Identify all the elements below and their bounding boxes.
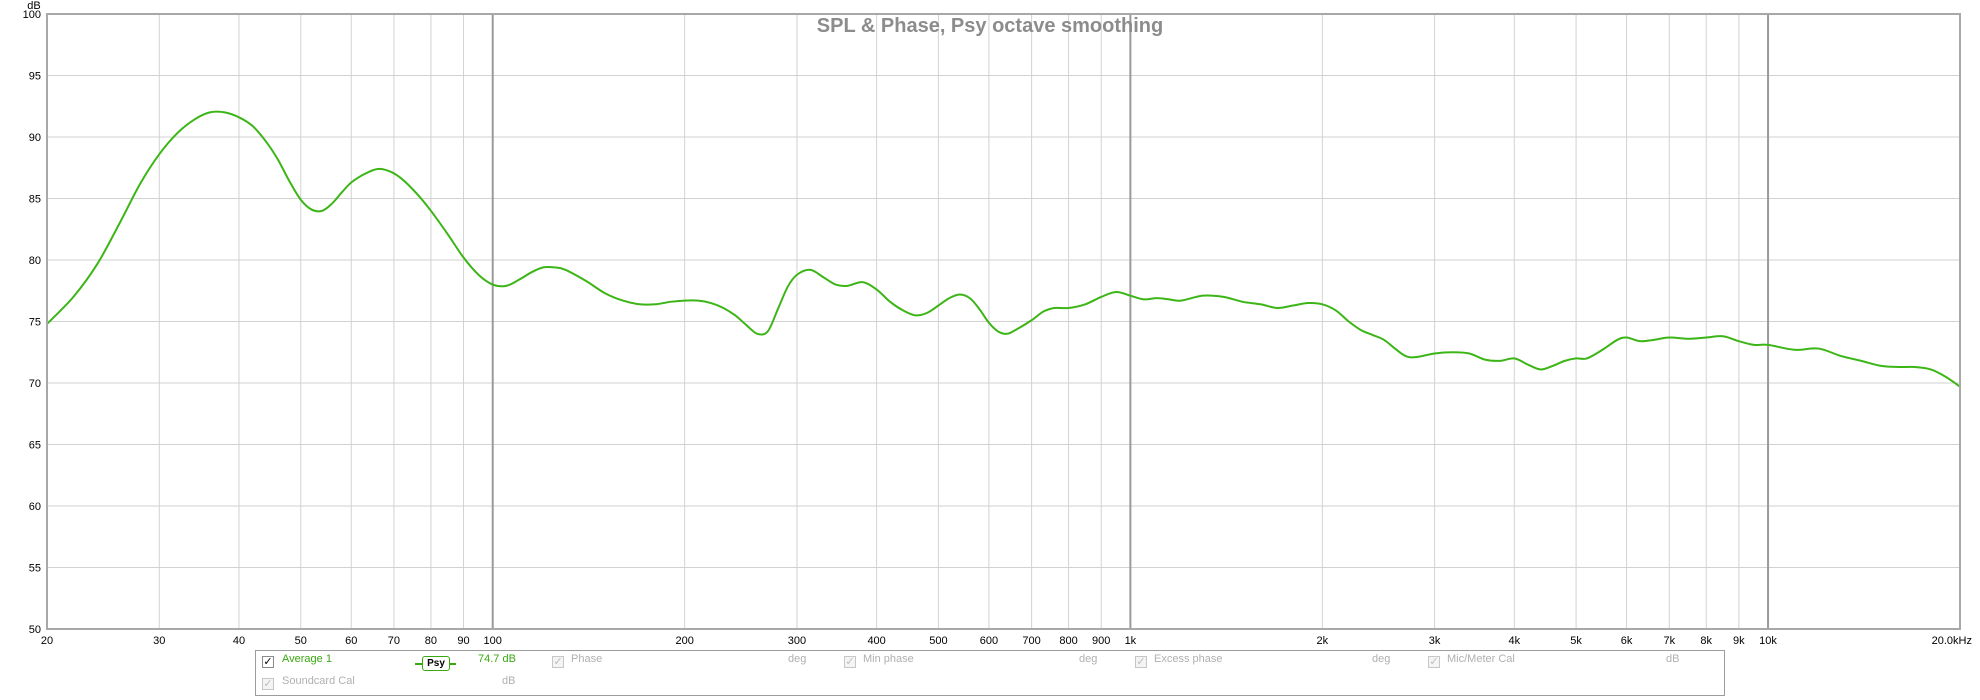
plot-frame — [46, 13, 1961, 630]
x-tick-label: 60 — [345, 635, 357, 647]
soundcard-cal-checkbox[interactable]: ✓ — [262, 678, 274, 690]
chart-grid — [46, 13, 1961, 630]
x-tick-label: 40 — [233, 635, 245, 647]
excess-phase-unit: deg — [1372, 653, 1391, 665]
legend-row-1: ✓ Average 1 Psy 74.7 dB ✓ Phase deg ✓ Mi… — [256, 653, 1724, 673]
x-tick-label: 80 — [425, 635, 437, 647]
min-phase-unit: deg — [1079, 653, 1098, 665]
y-tick-label: 50 — [29, 624, 41, 636]
min-phase-checkbox[interactable]: ✓ — [844, 656, 856, 668]
x-tick-label: 900 — [1092, 635, 1110, 647]
mic-meter-cal-checkbox[interactable]: ✓ — [1428, 656, 1440, 668]
y-tick-label: 60 — [29, 501, 41, 513]
soundcard-cal-label: Soundcard Cal — [282, 675, 355, 687]
y-tick-label: 70 — [29, 378, 41, 390]
mic-meter-cal-label: Mic/Meter Cal — [1447, 653, 1515, 665]
average-1-value: 74.7 dB — [478, 653, 516, 665]
x-tick-label: 20.0kHz — [1932, 635, 1972, 647]
x-tick-label: 50 — [295, 635, 307, 647]
y-tick-label: 65 — [29, 440, 41, 452]
y-tick-label: 75 — [29, 317, 41, 329]
phase-unit: deg — [788, 653, 807, 665]
x-tick-labels: 20 30 40 50 60 70 80 90 100 200 300 400 500 600 700 800… — [41, 635, 1972, 647]
y-tick-label: 90 — [29, 132, 41, 144]
x-tick-label: 7k — [1663, 635, 1675, 647]
x-tick-label: 6k — [1621, 635, 1633, 647]
x-tick-label: 3k — [1429, 635, 1441, 647]
phase-label: Phase — [571, 653, 603, 665]
average-1-checkbox[interactable]: ✓ — [262, 656, 274, 668]
x-tick-label: 700 — [1022, 635, 1040, 647]
legend-panel: ✓ Average 1 Psy 74.7 dB ✓ Phase deg ✓ Mi… — [255, 650, 1725, 696]
x-tick-label: 2k — [1317, 635, 1329, 647]
series-line-swatch-right — [450, 663, 456, 665]
x-tick-label: 20 — [41, 635, 53, 647]
excess-phase-label: Excess phase — [1154, 653, 1223, 665]
y-axis-label: dB — [27, 0, 40, 12]
y-tick-label: 55 — [29, 563, 41, 575]
x-tick-label: 1k — [1125, 635, 1137, 647]
series-line-swatch — [415, 663, 423, 665]
x-tick-label: 800 — [1059, 635, 1077, 647]
soundcard-cal-unit: dB — [502, 675, 516, 687]
min-phase-label: Min phase — [863, 653, 914, 665]
y-tick-label: 100 — [23, 9, 41, 21]
x-tick-label: 500 — [929, 635, 947, 647]
phase-checkbox[interactable]: ✓ — [552, 656, 564, 668]
x-tick-label: 30 — [153, 635, 165, 647]
mic-meter-cal-unit: dB — [1666, 653, 1680, 665]
y-tick-label: 80 — [29, 255, 41, 267]
x-tick-label: 90 — [457, 635, 469, 647]
y-tick-label: 95 — [29, 71, 41, 83]
x-tick-label: 8k — [1700, 635, 1712, 647]
excess-phase-checkbox[interactable]: ✓ — [1135, 656, 1147, 668]
x-tick-label: 300 — [788, 635, 806, 647]
x-tick-label: 5k — [1570, 635, 1582, 647]
x-tick-label: 200 — [675, 635, 693, 647]
chart-title: SPL & Phase, Psy octave smoothing — [817, 15, 1163, 37]
x-tick-label: 9k — [1733, 635, 1745, 647]
series-line-average-1 — [46, 110, 1961, 388]
x-tick-label: 400 — [867, 635, 885, 647]
x-tick-label: 600 — [980, 635, 998, 647]
x-tick-label: 10k — [1759, 635, 1777, 647]
smoothing-badge[interactable]: Psy — [422, 656, 450, 671]
chart-series — [46, 110, 1961, 388]
x-tick-label: 4k — [1508, 635, 1520, 647]
x-tick-label: 70 — [388, 635, 400, 647]
y-tick-label: 85 — [29, 194, 41, 206]
x-tick-label: 100 — [484, 635, 502, 647]
y-tick-labels: 50 55 60 65 70 75 80 85 90 95 100 — [23, 9, 41, 636]
average-1-label[interactable]: Average 1 — [282, 653, 332, 665]
legend-row-2: ✓ Soundcard Cal dB — [256, 675, 1724, 695]
